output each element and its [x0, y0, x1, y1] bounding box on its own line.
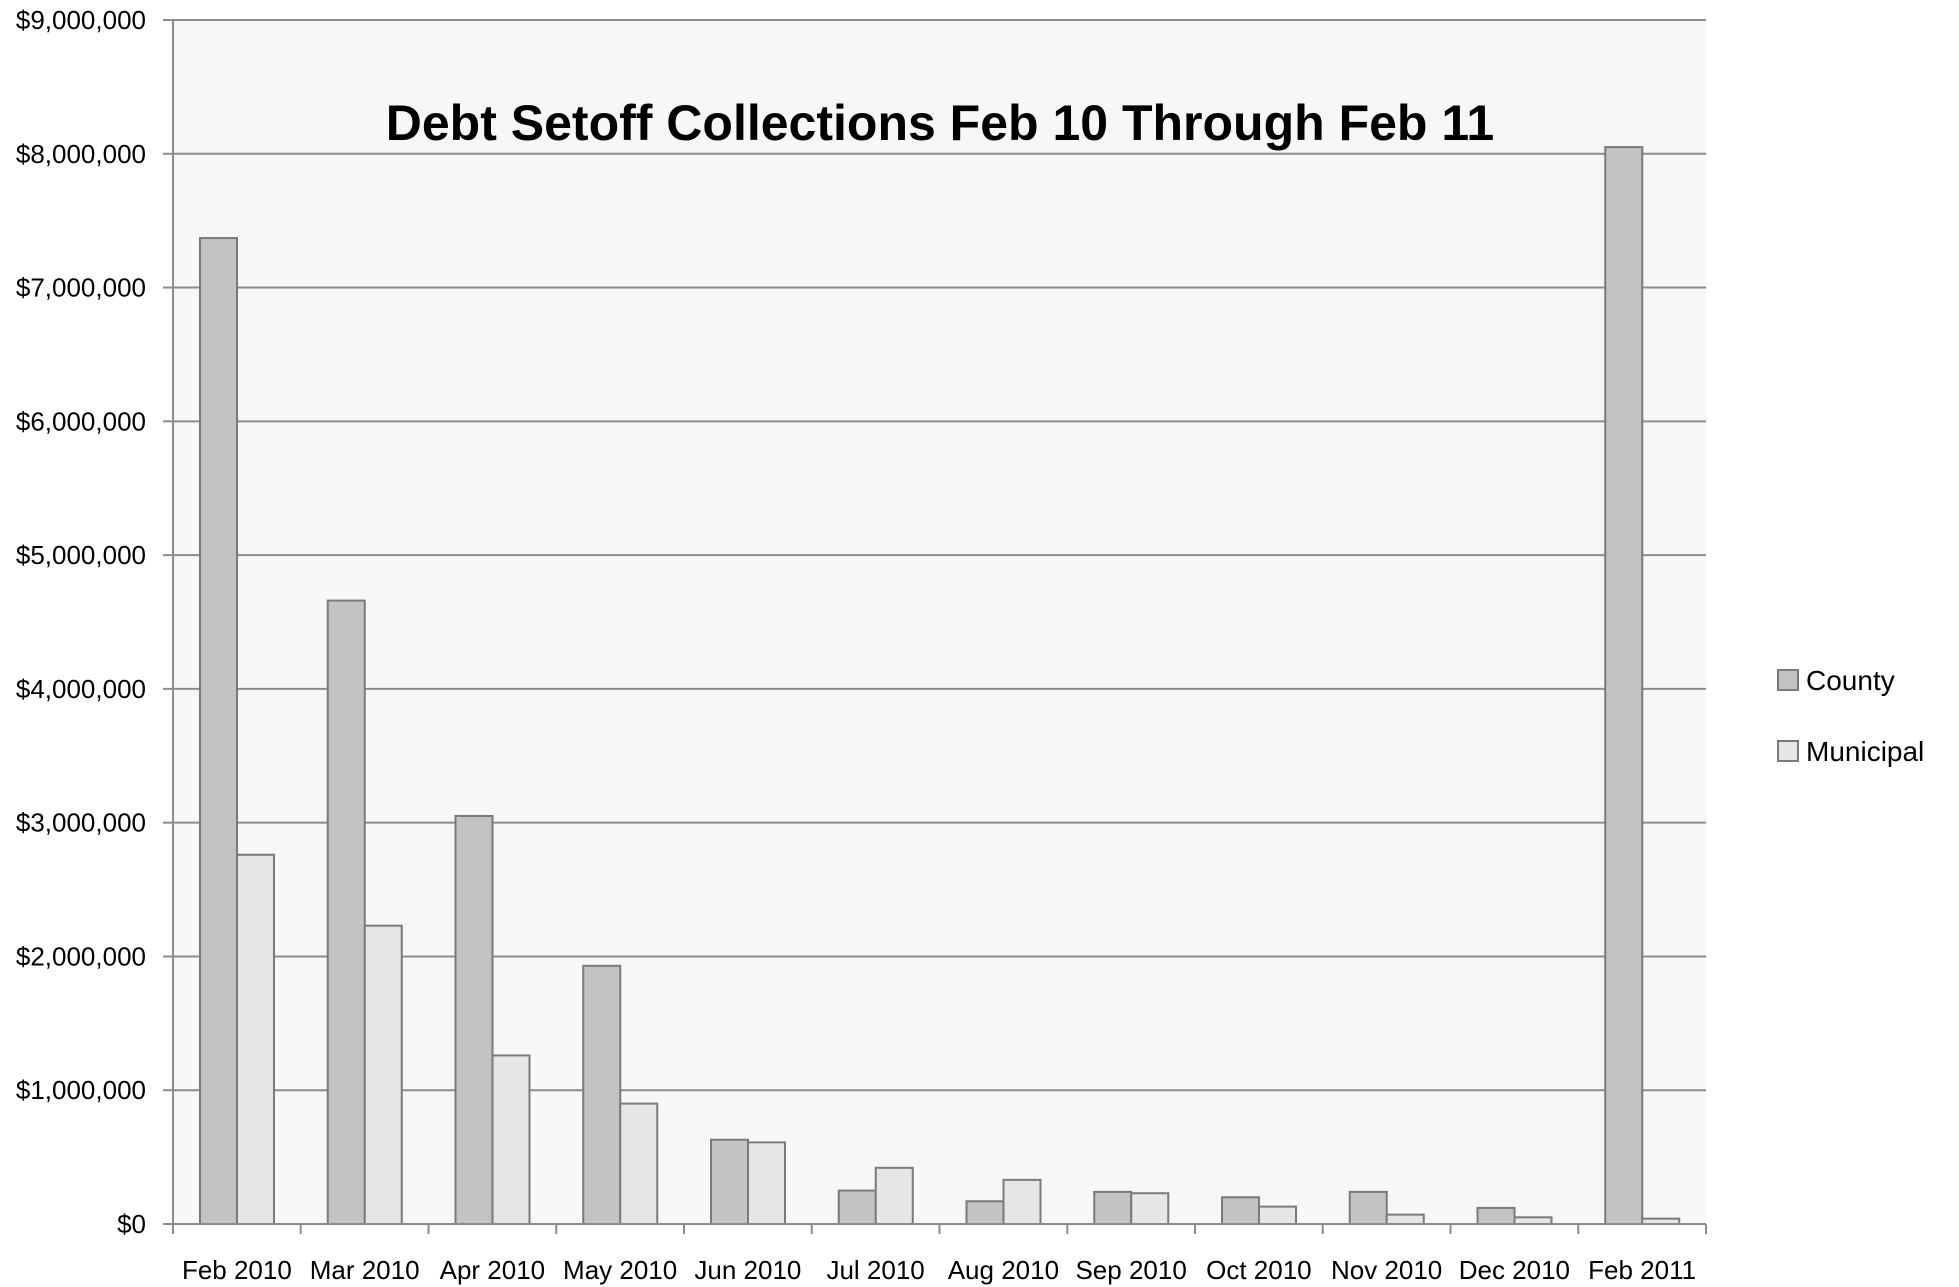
y-tick-label: $7,000,000 — [16, 273, 146, 303]
legend: County Municipal — [1777, 665, 1924, 767]
x-tick-label: Feb 2010 — [182, 1255, 292, 1285]
bar-municipal — [363, 924, 403, 1225]
bar-county — [710, 1138, 749, 1225]
x-tick-label: Jul 2010 — [826, 1255, 924, 1285]
bar-county — [326, 599, 366, 1225]
bar-county — [1348, 1190, 1388, 1225]
y-tick-label: $3,000,000 — [16, 808, 146, 838]
bars — [199, 146, 1681, 1226]
x-tick-label: Jun 2010 — [694, 1255, 801, 1285]
bar-municipal — [1385, 1213, 1425, 1225]
y-tick-label: $8,000,000 — [16, 139, 146, 169]
x-tick-label: Apr 2010 — [440, 1255, 546, 1285]
x-tick-label: May 2010 — [563, 1255, 677, 1285]
bar-county — [1476, 1206, 1516, 1225]
y-tick-label: $1,000,000 — [16, 1075, 146, 1105]
bar-municipal — [1513, 1216, 1553, 1226]
plot-area — [173, 20, 1706, 1224]
y-tick-label: $5,000,000 — [16, 540, 146, 570]
bar-county — [1604, 146, 1644, 1226]
bar-municipal — [747, 1141, 786, 1225]
y-tick-label: $2,000,000 — [16, 941, 146, 971]
y-axis-tick-labels: $0 $1,000,000 $2,000,000 $3,000,000 $4,000,0… — [16, 5, 146, 1239]
x-tick-label: Mar 2010 — [310, 1255, 420, 1285]
bar-county — [1093, 1190, 1133, 1225]
gridlines — [173, 19, 1706, 1092]
legend-swatch-county — [1777, 669, 1799, 691]
x-tick-label: Feb 2011 — [1588, 1255, 1696, 1285]
x-tick-label: Sep 2010 — [1075, 1255, 1186, 1285]
legend-swatch-municipal — [1777, 740, 1799, 762]
bar-county — [454, 814, 494, 1225]
bar-municipal — [491, 1054, 531, 1225]
y-tick-label: $9,000,000 — [16, 5, 146, 35]
chart-title: Debt Setoff Collections Feb 10 Through F… — [386, 95, 1494, 151]
y-tick-label: $4,000,000 — [16, 674, 146, 704]
legend-label-county: County — [1806, 665, 1895, 696]
bar-county — [1221, 1196, 1260, 1225]
bar-municipal — [619, 1102, 659, 1225]
bar-municipal — [1258, 1205, 1297, 1225]
x-tick-label: Aug 2010 — [948, 1255, 1059, 1285]
bar-municipal — [1130, 1192, 1170, 1225]
bar-municipal — [236, 853, 275, 1225]
x-tick-label: Nov 2010 — [1331, 1255, 1442, 1285]
bar-municipal — [874, 1166, 914, 1226]
x-tick-label: Oct 2010 — [1206, 1255, 1312, 1285]
x-tick-label: Dec 2010 — [1459, 1255, 1570, 1285]
legend-label-municipal: Municipal — [1806, 736, 1924, 767]
y-tick-label: $6,000,000 — [16, 406, 146, 436]
x-axis-tick-labels: Feb 2010 Mar 2010 Apr 2010 May 2010 Jun 2010… — [182, 1255, 1696, 1285]
bar-county — [837, 1189, 877, 1225]
bar-municipal — [1002, 1178, 1042, 1226]
y-tick-label: $0 — [117, 1209, 146, 1239]
bar-county — [582, 964, 622, 1225]
bar-county — [965, 1200, 1005, 1226]
axes — [163, 19, 1707, 1234]
bar-county — [199, 237, 238, 1225]
